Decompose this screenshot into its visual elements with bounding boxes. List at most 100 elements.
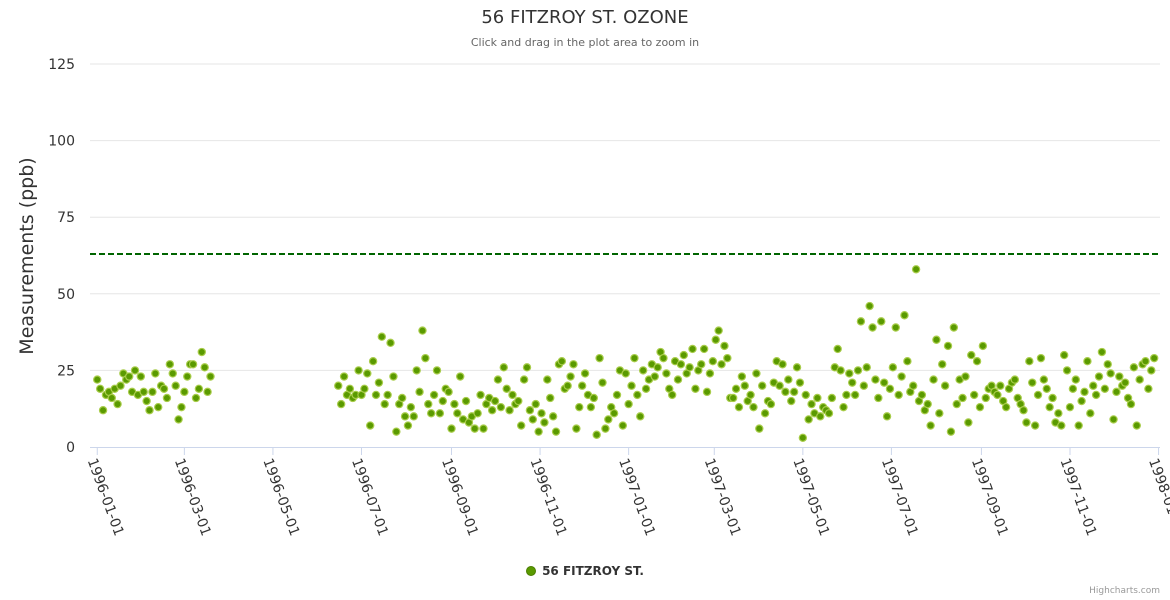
- data-point[interactable]: [1010, 375, 1020, 384]
- data-point[interactable]: [691, 384, 700, 393]
- data-point[interactable]: [180, 387, 189, 397]
- data-point[interactable]: [1112, 387, 1121, 397]
- data-point[interactable]: [421, 353, 430, 363]
- data-point[interactable]: [1109, 415, 1118, 424]
- data-point[interactable]: [728, 393, 738, 403]
- data-point[interactable]: [705, 369, 715, 378]
- data-point[interactable]: [1089, 381, 1098, 390]
- data-point[interactable]: [839, 402, 848, 412]
- data-point[interactable]: [842, 390, 851, 400]
- data-point[interactable]: [1115, 372, 1124, 381]
- data-point[interactable]: [502, 384, 511, 393]
- data-point[interactable]: [336, 399, 346, 409]
- data-point[interactable]: [598, 378, 607, 387]
- data-point[interactable]: [171, 381, 180, 390]
- data-point[interactable]: [203, 387, 212, 397]
- data-point[interactable]: [845, 369, 854, 378]
- data-point[interactable]: [1036, 353, 1046, 363]
- data-point[interactable]: [627, 381, 636, 390]
- data-point[interactable]: [188, 360, 198, 369]
- data-point[interactable]: [383, 390, 392, 400]
- data-point[interactable]: [589, 393, 598, 403]
- data-point[interactable]: [1048, 393, 1057, 403]
- data-point[interactable]: [935, 409, 944, 418]
- data-point[interactable]: [191, 393, 201, 403]
- data-point[interactable]: [168, 369, 177, 378]
- data-point[interactable]: [461, 396, 471, 406]
- data-point[interactable]: [981, 393, 990, 403]
- data-point[interactable]: [432, 366, 442, 375]
- data-point[interactable]: [197, 347, 206, 357]
- data-point[interactable]: [1001, 402, 1011, 412]
- data-point[interactable]: [609, 409, 619, 418]
- data-point[interactable]: [1141, 357, 1150, 366]
- data-point[interactable]: [534, 427, 543, 436]
- data-point[interactable]: [787, 396, 796, 406]
- data-point[interactable]: [148, 387, 157, 397]
- data-point[interactable]: [514, 396, 523, 406]
- data-point[interactable]: [592, 430, 601, 439]
- data-point[interactable]: [946, 427, 956, 436]
- data-point[interactable]: [943, 341, 953, 351]
- data-point[interactable]: [755, 424, 764, 433]
- data-point[interactable]: [862, 363, 871, 372]
- data-point[interactable]: [967, 350, 976, 360]
- data-point[interactable]: [1103, 360, 1112, 369]
- data-point[interactable]: [630, 353, 639, 363]
- data-point[interactable]: [116, 381, 125, 390]
- data-point[interactable]: [577, 381, 587, 390]
- data-point[interactable]: [804, 415, 813, 424]
- data-point[interactable]: [499, 363, 508, 372]
- data-point[interactable]: [130, 366, 140, 375]
- data-point[interactable]: [778, 360, 787, 369]
- data-point[interactable]: [877, 317, 886, 326]
- data-point[interactable]: [848, 378, 857, 387]
- data-point[interactable]: [595, 353, 604, 363]
- data-point[interactable]: [575, 402, 584, 412]
- data-point[interactable]: [659, 353, 668, 363]
- data-point[interactable]: [490, 396, 500, 406]
- data-point[interactable]: [1135, 375, 1144, 384]
- data-point[interactable]: [853, 366, 863, 375]
- data-point[interactable]: [714, 326, 723, 335]
- data-point[interactable]: [1059, 350, 1069, 360]
- data-point[interactable]: [124, 372, 134, 381]
- data-point[interactable]: [679, 350, 688, 360]
- data-point[interactable]: [1120, 378, 1130, 387]
- data-point[interactable]: [969, 390, 979, 400]
- data-point[interactable]: [885, 384, 895, 393]
- data-point[interactable]: [386, 338, 395, 348]
- data-point[interactable]: [972, 357, 982, 366]
- data-point[interactable]: [911, 265, 921, 274]
- data-point[interactable]: [1147, 366, 1156, 375]
- data-point[interactable]: [633, 390, 642, 400]
- data-point[interactable]: [412, 366, 421, 375]
- credits-link[interactable]: Highcharts.com: [1089, 586, 1160, 596]
- data-point[interactable]: [926, 421, 935, 430]
- data-point[interactable]: [540, 418, 549, 427]
- data-point[interactable]: [789, 387, 799, 397]
- data-point[interactable]: [897, 372, 906, 381]
- data-point[interactable]: [894, 390, 903, 400]
- data-point[interactable]: [522, 363, 532, 372]
- data-point[interactable]: [429, 390, 439, 400]
- data-point[interactable]: [374, 378, 384, 387]
- data-point[interactable]: [662, 369, 671, 378]
- data-point[interactable]: [685, 363, 694, 372]
- data-point[interactable]: [908, 381, 918, 390]
- data-point[interactable]: [557, 357, 567, 366]
- data-point[interactable]: [1144, 384, 1153, 393]
- data-point[interactable]: [389, 372, 398, 381]
- data-point[interactable]: [888, 363, 898, 372]
- data-point[interactable]: [618, 421, 628, 430]
- data-point[interactable]: [781, 387, 790, 397]
- data-point[interactable]: [551, 427, 561, 436]
- data-point[interactable]: [487, 406, 497, 415]
- data-point[interactable]: [636, 412, 645, 421]
- data-point[interactable]: [958, 393, 967, 403]
- data-point[interactable]: [813, 393, 822, 403]
- data-point[interactable]: [740, 381, 749, 390]
- data-point[interactable]: [543, 375, 552, 384]
- data-point[interactable]: [792, 363, 802, 372]
- data-point[interactable]: [859, 381, 869, 390]
